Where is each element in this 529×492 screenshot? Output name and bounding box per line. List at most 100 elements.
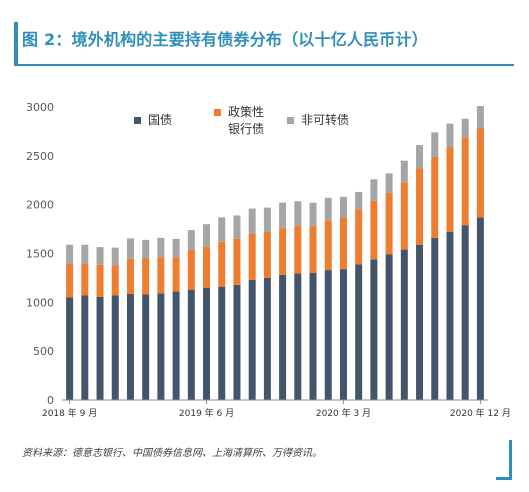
bar-segment	[416, 168, 424, 245]
bar-segment	[111, 295, 119, 400]
bar-segment	[66, 263, 74, 298]
bar-segment	[431, 132, 439, 157]
bar-segment	[416, 244, 424, 400]
bar-segment	[248, 279, 256, 400]
bar-segment	[203, 246, 211, 288]
bar-segment	[233, 238, 241, 285]
legend-swatch	[287, 117, 294, 124]
y-tick-label: 3000	[26, 101, 54, 114]
legend-label: 银行债	[228, 122, 264, 136]
bar-segment	[370, 259, 378, 400]
x-tick-label: 2020 年 12 月	[450, 407, 511, 419]
bar-segment	[126, 238, 134, 259]
bars-group	[66, 106, 484, 400]
legend-label: 政策性	[228, 105, 264, 119]
bar-segment	[294, 201, 302, 226]
legend-swatch	[134, 117, 141, 124]
bar-segment	[446, 123, 454, 148]
legend-swatch	[214, 109, 221, 116]
y-tick-label: 1500	[26, 248, 54, 261]
bar-segment	[339, 269, 347, 400]
bottom-frame	[496, 440, 512, 480]
bar-segment	[187, 249, 195, 290]
bar-segment	[446, 232, 454, 400]
y-tick-label: 2000	[26, 199, 54, 212]
bar-segment	[142, 294, 150, 400]
bar-segment	[248, 208, 256, 234]
bar-segment	[476, 106, 484, 129]
bar-segment	[157, 257, 165, 294]
bar-segment	[96, 264, 104, 297]
title-frame	[14, 22, 514, 66]
bar-segment	[218, 241, 226, 287]
bar-segment	[309, 226, 317, 274]
bar-segment	[324, 197, 332, 221]
bar-segment	[203, 287, 211, 400]
bar-segment	[233, 284, 241, 400]
bar-segment	[339, 217, 347, 270]
bar-segment	[142, 258, 150, 295]
bar-segment	[66, 244, 74, 264]
bar-segment	[476, 128, 484, 218]
bar-segment	[400, 160, 408, 183]
bar-segment	[187, 289, 195, 400]
x-tick-label: 2018 年 9 月	[42, 407, 97, 419]
bar-segment	[81, 295, 89, 400]
bar-segment	[81, 263, 89, 296]
bar-segment	[461, 118, 469, 138]
bar-segment	[446, 147, 454, 233]
bar-segment	[476, 217, 484, 400]
bar-segment	[309, 202, 317, 227]
bar-segment	[309, 273, 317, 400]
bar-segment	[431, 237, 439, 400]
bar-segment	[370, 179, 378, 201]
bar-segment	[324, 270, 332, 400]
bar-segment	[187, 230, 195, 250]
bar-segment	[400, 249, 408, 400]
y-tick-label: 500	[33, 345, 54, 358]
bar-segment	[355, 209, 363, 265]
x-tick-label: 2020 年 3 月	[316, 407, 371, 419]
legend-label: 国债	[148, 113, 172, 127]
bar-segment	[218, 286, 226, 400]
bar-segment	[400, 182, 408, 250]
bar-segment	[218, 217, 226, 242]
bar-segment	[172, 238, 180, 258]
legend-label: 非可转债	[301, 112, 349, 127]
bar-segment	[172, 257, 180, 292]
bar-segment	[126, 294, 134, 400]
bar-segment	[111, 265, 119, 296]
bar-segment	[111, 247, 119, 266]
bar-segment	[81, 244, 89, 264]
bar-segment	[355, 191, 363, 210]
bar-segment	[96, 296, 104, 400]
bar-segment	[66, 297, 74, 400]
y-tick-label: 2500	[26, 150, 54, 163]
bar-segment	[279, 274, 287, 400]
bar-segment	[461, 137, 469, 226]
bar-segment	[233, 215, 241, 239]
bar-segment	[355, 264, 363, 400]
bar-segment	[431, 156, 439, 238]
x-tick-label: 2019 年 6 月	[179, 407, 234, 419]
bar-segment	[263, 277, 271, 400]
bar-segment	[339, 196, 347, 218]
chart-title: 图 2：境外机构的主要持有债券分布（以十亿人民币计）	[22, 30, 428, 49]
bar-segment	[385, 173, 393, 193]
bar-segment	[203, 224, 211, 247]
bar-segment	[96, 247, 104, 265]
bar-segment	[172, 291, 180, 400]
x-axis: 2018 年 9 月 2019 年 6 月 2020 年 3 月 2020 年 12 …	[42, 399, 511, 419]
stacked-bar-chart: 0 500 1000 1500 2000 2500 3000 2018 年 9 月 2019 …	[26, 101, 511, 419]
bar-segment	[142, 239, 150, 259]
y-tick-label: 0	[47, 394, 54, 407]
source-note: 资料来源：德意志银行、中国债券信息网、上海清算所、万得资讯。	[22, 448, 322, 459]
bar-segment	[385, 192, 393, 255]
bar-segment	[279, 228, 287, 275]
bar-segment	[294, 273, 302, 400]
bar-segment	[126, 258, 134, 295]
bar-segment	[385, 254, 393, 400]
y-tick-label: 1000	[26, 296, 54, 309]
bar-segment	[370, 200, 378, 260]
